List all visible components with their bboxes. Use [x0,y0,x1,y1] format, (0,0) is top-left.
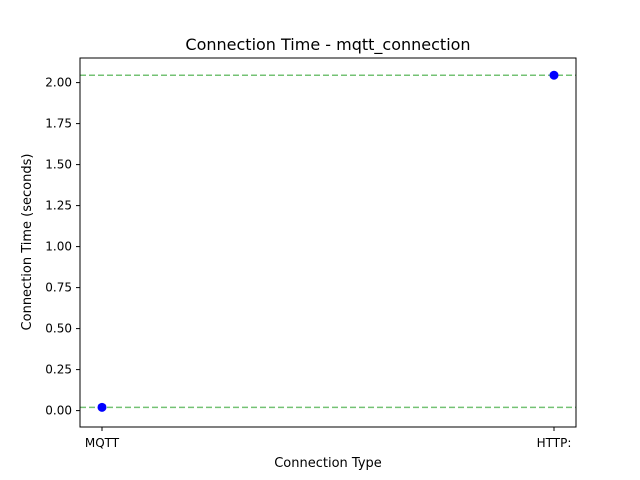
data-point-http [549,70,559,80]
y-tick-label: 0.50 [45,322,72,336]
data-point-mqtt [97,402,107,412]
y-tick-label: 1.75 [45,117,72,131]
axes-frame [79,57,577,428]
chart-title: Connection Time - mqtt_connection [185,35,470,55]
y-tick-label: 0.75 [45,281,72,295]
y-axis: 0.00 0.25 0.50 0.75 1.00 1.25 1.50 1.75 2.00 [45,76,80,418]
y-tick-label: 1.00 [45,240,72,254]
x-tick-label: MQTT [85,436,120,450]
y-tick-label: 0.25 [45,363,72,377]
y-tick-label: 1.25 [45,199,72,213]
x-tick-label: HTTP: [537,436,572,450]
x-axis: MQTT HTTP: [85,427,572,450]
x-axis-label: Connection Type [274,456,382,471]
y-tick-label: 1.50 [45,158,72,172]
plot-area [80,70,576,412]
y-tick-label: 0.00 [45,404,72,418]
y-tick-label: 2.00 [45,76,72,90]
y-axis-label: Connection Time (seconds) [20,154,35,331]
